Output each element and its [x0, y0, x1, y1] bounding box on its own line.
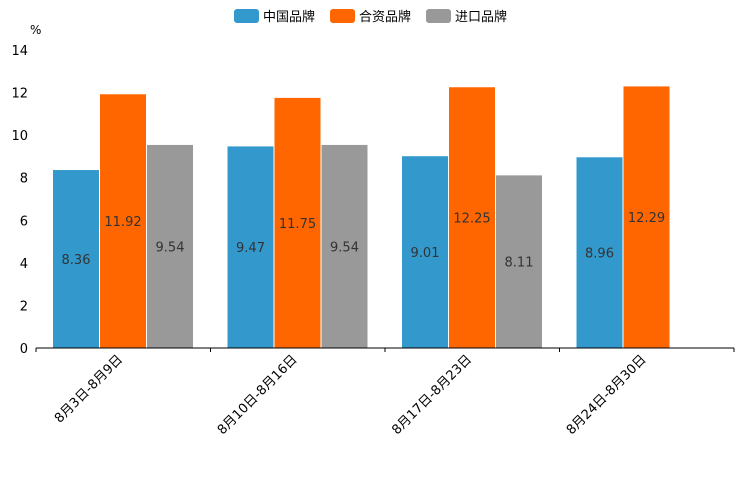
y-tick-label-6: 12 — [11, 87, 28, 102]
bar-2-2 — [496, 175, 542, 348]
bars — [53, 86, 670, 349]
y-axis-ticks: 0 2 4 6 8 10 12 14 — [11, 44, 28, 357]
data-label-2-0: 9.54 — [156, 240, 185, 255]
data-label-0-0: 8.36 — [62, 253, 91, 268]
bar-0-2 — [402, 156, 448, 348]
bar-0-1 — [227, 146, 274, 348]
bar-1-1 — [274, 97, 321, 349]
legend-swatch-1[interactable] — [330, 9, 355, 23]
x-axis-ticks: 8月3日-8月9日 8月10日-8月16日 8月17日-8月23日 8月24日-8月3… — [35, 348, 735, 438]
y-tick-label-1: 2 — [20, 299, 28, 314]
bar-1-2 — [449, 87, 495, 348]
y-tick-label-0: 0 — [20, 342, 28, 357]
legend-swatch-2[interactable] — [426, 9, 451, 23]
bar-0-3 — [576, 157, 623, 348]
y-tick-label-2: 4 — [20, 257, 28, 272]
x-tick-label-3: 8月24日-8月30日 — [564, 352, 650, 438]
bar-2-1 — [321, 144, 368, 348]
data-label-1-0: 11.92 — [104, 215, 141, 230]
y-axis-unit: % — [30, 23, 41, 37]
data-label-2-1: 9.54 — [330, 240, 359, 255]
bar-1-3 — [623, 86, 670, 349]
y-tick-label-7: 14 — [11, 44, 28, 59]
x-tick-label-2: 8月17日-8月23日 — [389, 352, 475, 438]
data-label-1-2: 12.25 — [453, 212, 490, 227]
x-tick-label-0: 8月3日-8月9日 — [52, 352, 126, 426]
data-label-0-1: 9.47 — [236, 241, 265, 256]
data-label-2-2: 8.11 — [505, 256, 534, 271]
x-tick-label-1: 8月10日-8月16日 — [215, 352, 301, 438]
data-label-1-1: 11.75 — [279, 217, 316, 232]
legend-label-2[interactable]: 进口品牌 — [455, 9, 507, 25]
legend-label-1[interactable]: 合资品牌 — [359, 9, 411, 25]
data-label-1-3: 12.29 — [628, 211, 665, 226]
y-tick-label-3: 6 — [20, 214, 28, 229]
data-labels: 8.36 11.92 9.54 9.47 11.75 9.54 9.01 12.25 8.11 8… — [62, 211, 666, 270]
y-tick-label-5: 10 — [11, 129, 28, 144]
bar-0-0 — [53, 170, 99, 348]
bar-1-0 — [100, 94, 146, 348]
data-label-0-3: 8.96 — [585, 247, 614, 262]
data-label-0-2: 9.01 — [411, 246, 440, 261]
legend-swatch-0[interactable] — [234, 9, 259, 23]
legend-label-0[interactable]: 中国品牌 — [263, 9, 315, 25]
y-tick-label-4: 8 — [20, 172, 28, 187]
legend: 中国品牌 合资品牌 进口品牌 — [234, 9, 507, 25]
bar-2-0 — [147, 144, 193, 348]
